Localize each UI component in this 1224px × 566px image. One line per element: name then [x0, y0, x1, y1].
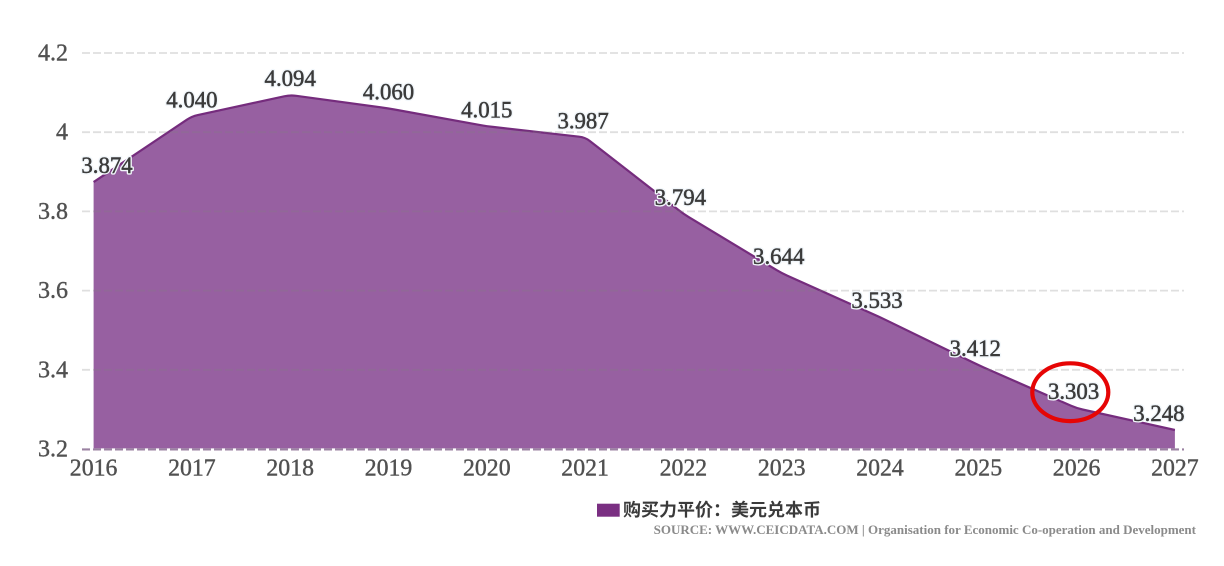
svg-text:3.987: 3.987 — [557, 108, 608, 133]
svg-text:4.060: 4.060 — [363, 79, 414, 104]
svg-text:3.794: 3.794 — [655, 185, 707, 210]
svg-text:2018: 2018 — [266, 456, 314, 482]
svg-text:3.4: 3.4 — [38, 357, 68, 383]
svg-text:4.015: 4.015 — [461, 97, 512, 122]
svg-text:2020: 2020 — [463, 456, 511, 482]
svg-text:3.412: 3.412 — [950, 336, 1001, 361]
svg-text:2024: 2024 — [856, 456, 904, 482]
svg-text:2019: 2019 — [365, 456, 413, 482]
svg-text:3.2: 3.2 — [38, 437, 68, 463]
svg-text:3.303: 3.303 — [1048, 379, 1099, 404]
svg-text:3.533: 3.533 — [851, 288, 902, 313]
svg-text:3.987: 3.987 — [557, 108, 608, 133]
svg-text:3.644: 3.644 — [753, 244, 805, 269]
svg-text:3.248: 3.248 — [1133, 401, 1184, 426]
svg-text:3.248: 3.248 — [1133, 401, 1184, 426]
svg-text:2022: 2022 — [660, 456, 708, 482]
svg-text:2027: 2027 — [1151, 456, 1199, 482]
svg-text:3.644: 3.644 — [753, 244, 805, 269]
svg-text:2023: 2023 — [758, 456, 806, 482]
svg-text:2021: 2021 — [561, 456, 609, 482]
svg-text:4.060: 4.060 — [363, 79, 414, 104]
svg-text:3.412: 3.412 — [950, 336, 1001, 361]
svg-text:3.303: 3.303 — [1048, 379, 1099, 404]
svg-text:2026: 2026 — [1053, 456, 1101, 482]
svg-text:3.874: 3.874 — [81, 153, 133, 178]
svg-text:3.874: 3.874 — [81, 153, 133, 178]
svg-text:2017: 2017 — [168, 456, 216, 482]
svg-text:3.8: 3.8 — [38, 199, 68, 225]
svg-text:3.533: 3.533 — [851, 288, 902, 313]
svg-text:4.040: 4.040 — [166, 87, 217, 112]
svg-text:2025: 2025 — [955, 456, 1003, 482]
svg-text:2016: 2016 — [70, 456, 118, 482]
svg-text:3.6: 3.6 — [38, 278, 68, 304]
svg-text:4.094: 4.094 — [265, 66, 317, 91]
svg-text:SOURCE: WWW.CEICDATA.COM | Org: SOURCE: WWW.CEICDATA.COM | Organisation … — [654, 522, 1197, 537]
svg-text:4.040: 4.040 — [166, 87, 217, 112]
svg-text:4.015: 4.015 — [461, 97, 512, 122]
svg-text:4: 4 — [56, 120, 68, 146]
svg-text:4.094: 4.094 — [265, 66, 317, 91]
svg-text:3.794: 3.794 — [655, 185, 707, 210]
svg-text:4.2: 4.2 — [38, 41, 68, 67]
